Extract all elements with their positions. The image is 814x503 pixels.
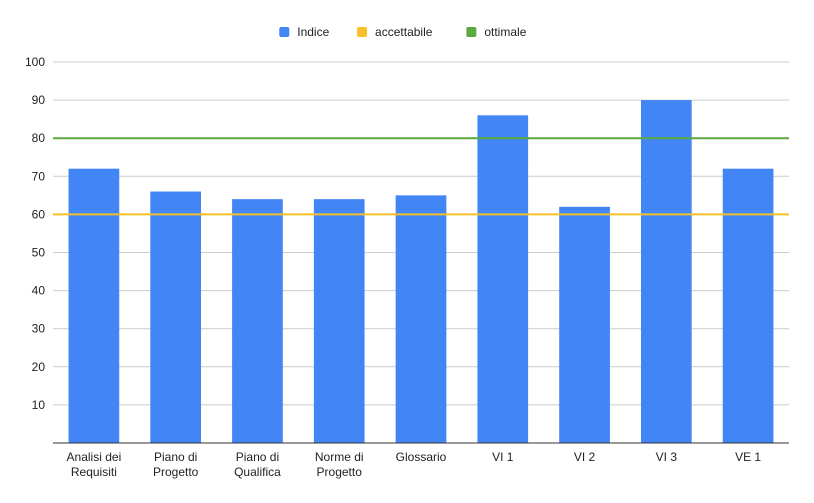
legend: Indice accettabile ottimale (279, 25, 527, 39)
legend-swatch (466, 27, 477, 37)
bar-series-indice (68, 100, 774, 443)
legend-swatch (357, 27, 368, 37)
legend-swatch (279, 27, 290, 37)
legend-item-Indice: Indice (279, 25, 330, 39)
legend-item-ottimale: ottimale (466, 25, 527, 39)
y-tick-label: 90 (32, 93, 46, 107)
x-tick-label: Glossario (396, 450, 447, 464)
bar (477, 115, 529, 443)
y-tick-label: 80 (32, 131, 46, 145)
bar (640, 100, 692, 443)
bar (68, 168, 120, 443)
y-tick-label: 10 (32, 398, 46, 412)
x-tick-label: VE 1 (735, 450, 761, 464)
x-tick-label: VI 2 (574, 450, 596, 464)
y-tick-label: 50 (32, 246, 46, 260)
bar (232, 199, 283, 443)
x-axis-labels: Analisi dei Requisiti Piano di Progetto Pian… (67, 450, 762, 479)
y-tick-label: 30 (32, 322, 46, 336)
legend-label: accettabile (375, 25, 433, 39)
legend-label: Indice (297, 25, 329, 39)
y-tick-label: 100 (25, 55, 45, 69)
legend-label: ottimale (484, 25, 526, 39)
legend-item-accettabile: accettabile (357, 25, 433, 39)
x-tick-label: VI 3 (656, 450, 678, 464)
x-tick-label: Norme di Progetto (315, 450, 364, 479)
y-tick-label: 70 (32, 169, 46, 183)
bar (395, 195, 447, 443)
x-tick-label: Analisi dei Requisiti (67, 450, 122, 479)
x-tick-label: Piano di Progetto (153, 450, 199, 479)
y-axis-ticks: 10 20 30 40 50 60 70 80 90 100 (25, 55, 45, 412)
reference-lines (53, 137, 789, 216)
bar (559, 206, 610, 443)
x-tick-label: VI 1 (492, 450, 514, 464)
x-tick-label: Piano di Qualifica (234, 450, 281, 479)
bar (150, 191, 202, 443)
y-tick-label: 20 (32, 360, 46, 374)
y-tick-label: 40 (32, 284, 46, 298)
y-tick-label: 60 (32, 207, 46, 221)
bar (313, 199, 365, 443)
bar (722, 168, 774, 443)
